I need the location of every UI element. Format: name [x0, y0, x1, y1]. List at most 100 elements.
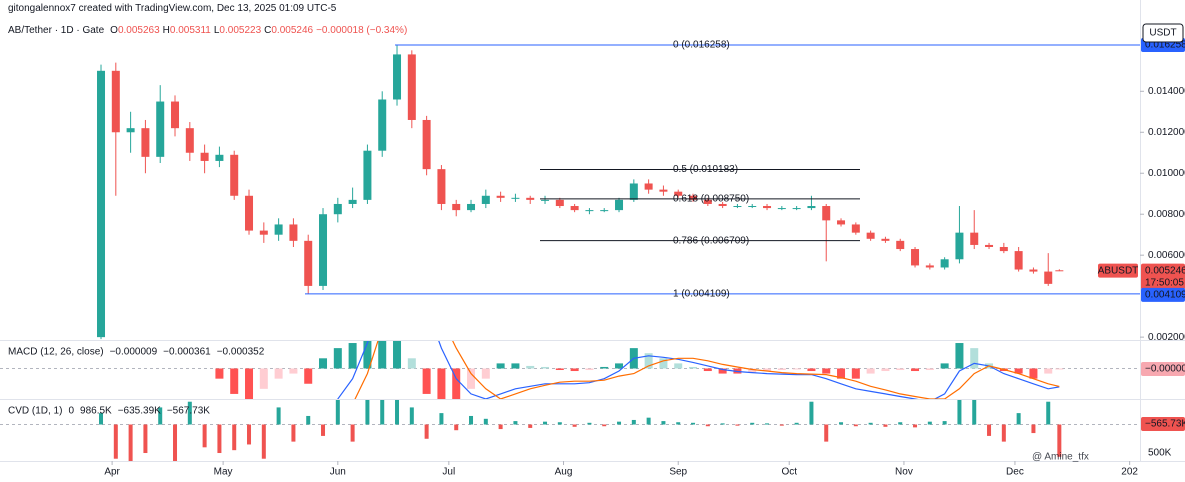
fib-bottom-price: 0.004109 [1145, 290, 1185, 301]
cvd-bar [1057, 424, 1062, 457]
x-tick-label: Aug [555, 467, 573, 478]
candle-body [245, 195, 254, 231]
macd-hist [467, 368, 476, 389]
candle-body [289, 224, 298, 241]
cvd-last-box [1141, 417, 1185, 431]
macd-hist [496, 363, 505, 369]
cvd-bar [321, 424, 326, 436]
change: −0.000018 (−0.34%) [316, 25, 408, 36]
cvd-bar [572, 424, 577, 427]
macd-hist [304, 368, 313, 384]
candle-body [97, 70, 106, 338]
cvd-bar [691, 422, 696, 425]
candle-body [718, 203, 727, 207]
candle-body [259, 230, 268, 235]
fib-label: 0 (0.016258) [673, 40, 730, 51]
candle-body [777, 208, 786, 210]
fib-top-price: 0.016258 [1145, 40, 1185, 51]
candle-body [763, 206, 772, 209]
cvd-bar [1001, 424, 1006, 442]
cvd-bar [794, 422, 799, 425]
cvd-bar [646, 417, 651, 425]
cvd-bar [779, 424, 784, 426]
macd-hist [689, 366, 698, 369]
candle-body [363, 150, 372, 200]
cvd-bar [765, 423, 770, 425]
macd-hist [792, 368, 801, 370]
macd-hist [925, 368, 934, 371]
cvd-bar [424, 424, 429, 439]
cvd-bar [291, 424, 296, 442]
cvd-bar [350, 424, 355, 442]
cvd-bar [202, 424, 207, 448]
candle-body [467, 203, 476, 211]
macd-hist [1044, 368, 1053, 374]
cvd-bar [232, 424, 237, 451]
macd-hist [407, 358, 416, 369]
macd-last-box [1141, 361, 1185, 376]
currency-box [1142, 23, 1184, 43]
macd-hist [955, 343, 964, 369]
candle-body [126, 128, 135, 133]
last-price: 0.005246 [1145, 265, 1185, 276]
signal-line [354, 341, 1060, 399]
cvd-bar [439, 413, 444, 425]
cvd-bar [187, 401, 192, 425]
candle-body [526, 197, 535, 200]
candle-body [496, 195, 505, 198]
cvd-bar [587, 422, 592, 425]
candle-body [304, 240, 313, 286]
macd-hist [674, 363, 683, 369]
macd-hist [970, 348, 979, 369]
cvd-bar [143, 424, 148, 454]
cvd-legend-value: −567.73K [167, 406, 210, 417]
candle-body [200, 152, 209, 161]
fib-label: 0.618 (0.008750) [673, 193, 749, 204]
candle-body [881, 238, 890, 241]
x-tick-label: Sep [669, 467, 687, 478]
macd-hist [940, 363, 949, 369]
candle-body [156, 101, 165, 157]
cvd-bar [942, 421, 947, 425]
macd-hist [659, 358, 668, 369]
candle-body [185, 128, 194, 153]
candle-body [555, 199, 564, 207]
cvd-bar [809, 401, 814, 425]
cvd-bar [927, 421, 932, 425]
cvd-bar [913, 424, 918, 428]
macd-hist [333, 348, 342, 369]
x-tick-label: Oct [781, 467, 797, 478]
candle-body [925, 265, 934, 268]
cvd-bar [631, 419, 636, 425]
macd-hist [319, 358, 328, 369]
candle-body [955, 232, 964, 260]
cvd-bar [395, 400, 400, 425]
x-tick-label: Nov [895, 467, 913, 478]
candle-body [1014, 251, 1023, 270]
macd-hist [763, 368, 772, 372]
currency: USDT [1149, 28, 1176, 39]
candle-body [511, 197, 520, 199]
x-tick-label: May [214, 467, 233, 478]
macd-hist [259, 368, 268, 389]
candle-body [1055, 270, 1064, 272]
cvd-bar [335, 400, 340, 425]
cvd-bar [217, 424, 222, 454]
macd-line [337, 341, 1060, 399]
candle-body [319, 214, 328, 286]
symbol-tag: ABUSDT [1098, 265, 1139, 276]
symbol: AB/Tether · 1D · Gate [8, 25, 105, 36]
candle-body [541, 199, 550, 201]
cvd-bar [113, 424, 118, 459]
cvd-bar [720, 423, 725, 425]
cvd-bar [261, 424, 266, 459]
watermark: @ Amine_tfx [1032, 452, 1089, 463]
macd-hist [911, 368, 920, 372]
candle-body [985, 244, 994, 247]
candle-body [659, 189, 668, 192]
candle-body [644, 183, 653, 190]
cvd-bar [469, 415, 474, 425]
cvd-bar [705, 424, 710, 427]
